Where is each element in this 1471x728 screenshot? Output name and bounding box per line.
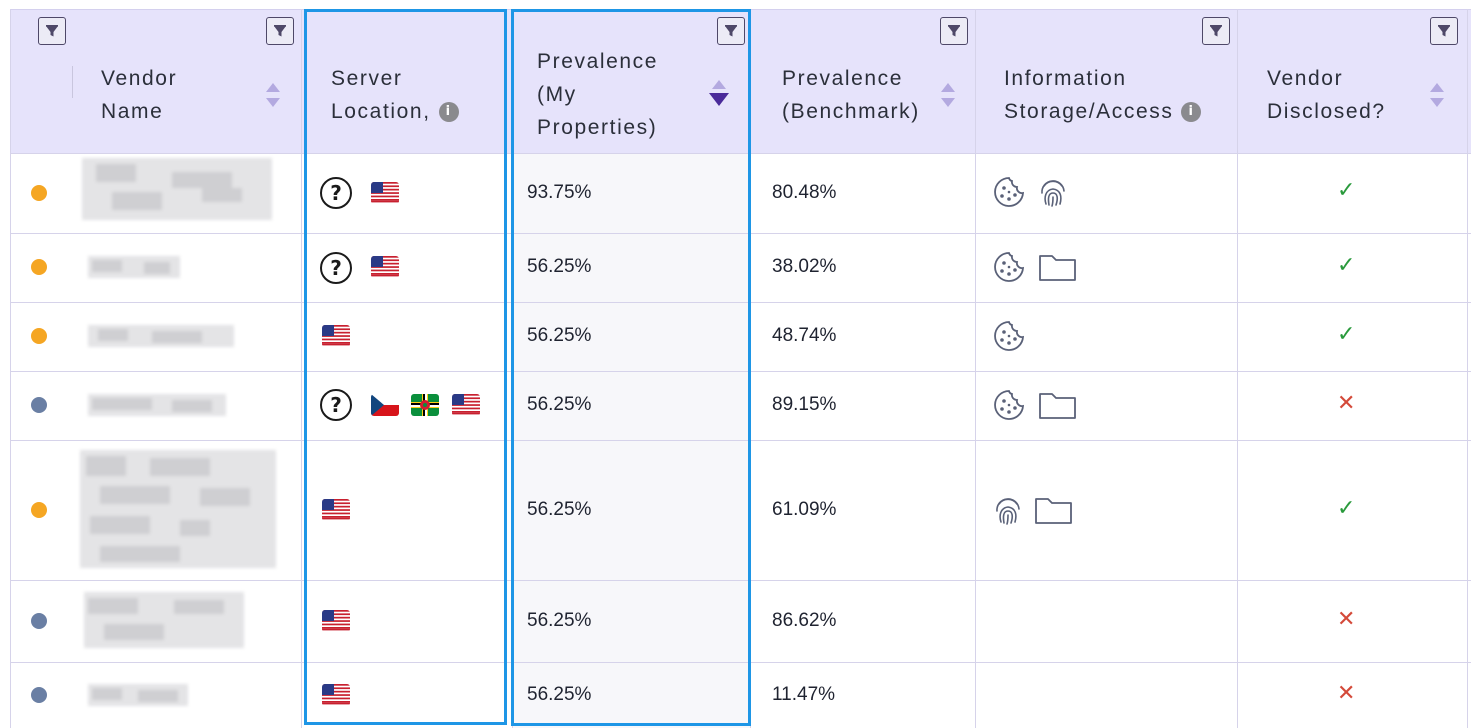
fingerprint-icon[interactable] [1037,176,1069,208]
us-flag-icon [322,684,350,706]
table-row[interactable] [10,371,1471,440]
sort-icon[interactable] [1429,82,1445,108]
prevalence-benchmark-value: 61.09% [772,499,837,520]
status-dot [31,687,47,703]
column-header-vendor-disclosed[interactable]: Vendor Disclosed? [1267,67,1386,123]
table-row[interactable] [10,302,1471,371]
cookie-icon[interactable] [993,251,1025,283]
column-header-prevalence-benchmark[interactable]: Prevalence (Benchmark) [782,67,920,123]
vendor-filter-button[interactable] [266,17,294,45]
information-storage-label: Information Storage/Access [1004,67,1174,123]
not-disclosed-cross-icon: ✕ [1337,391,1356,416]
filter-icon [1210,25,1222,37]
prevalence-my-value: 56.25% [527,610,592,631]
folder-icon[interactable] [1038,252,1078,282]
vendor-name-redacted [80,450,276,568]
us-flag-icon [322,325,350,347]
filter-icon [725,25,737,37]
disclosed-filter-button[interactable] [1430,17,1458,45]
sort-icon[interactable] [265,82,281,108]
prevalence-benchmark-value: 48.74% [772,325,837,346]
vendor-name-redacted [88,325,234,347]
prevalence-my-value: 56.25% [527,499,592,520]
storage-filter-button[interactable] [1202,17,1230,45]
prevalence-benchmark-value: 80.48% [772,182,837,203]
vendor-name-redacted [88,684,188,706]
sort-descending-icon[interactable] [708,79,730,107]
dm-flag-icon [411,394,439,416]
status-dot [31,613,47,629]
table-row[interactable] [10,580,1471,662]
column-header-server-location[interactable]: Server Location, i [331,62,459,128]
cz-flag-icon [371,394,399,416]
filter-icon [1438,25,1450,37]
us-flag-icon [371,182,399,204]
sort-icon[interactable] [940,82,956,108]
prevalence-my-value: 56.25% [527,325,592,346]
us-flag-icon [322,499,350,521]
disclosed-check-icon: ✓ [1337,253,1356,278]
table-row[interactable] [10,662,1471,728]
disclosed-check-icon: ✓ [1337,496,1356,521]
column-divider [975,9,976,728]
header-divider [72,66,73,98]
unknown-location-icon: ? [320,177,352,209]
cookie-icon[interactable] [993,320,1025,352]
table-row[interactable] [10,233,1471,302]
prevalence-benchmark-value: 89.15% [772,394,837,415]
prevalence-benchmark-value: 11.47% [772,684,836,705]
prevalence-my-value: 56.25% [527,394,592,415]
column-header-prevalence-my-properties[interactable]: Prevalence (My Properties) [537,50,659,139]
column-divider [10,9,11,728]
server-location-label: Server Location, [331,67,431,123]
table-row[interactable] [10,153,1471,233]
status-dot [31,397,47,413]
cookie-icon[interactable] [993,176,1025,208]
status-dot [31,502,47,518]
status-dot [31,259,47,275]
folder-icon[interactable] [1034,495,1074,525]
not-disclosed-cross-icon: ✕ [1337,681,1356,706]
not-disclosed-cross-icon: ✕ [1337,607,1356,632]
folder-icon[interactable] [1038,390,1078,420]
status-filter-button[interactable] [38,17,66,45]
prevalence-my-value: 56.25% [527,256,592,277]
prevalence-benchmark-filter-button[interactable] [940,17,968,45]
vendor-name-redacted [82,158,272,220]
prevalence-my-value: 56.25% [527,684,592,705]
filter-icon [274,25,286,37]
unknown-location-icon: ? [320,252,352,284]
prevalence-my-filter-button[interactable] [717,17,745,45]
status-dot [31,185,47,201]
vendor-name-redacted [88,394,226,416]
cookie-icon[interactable] [993,389,1025,421]
column-divider [1467,9,1468,728]
column-divider [301,9,302,728]
info-icon[interactable]: i [1181,102,1202,123]
vendor-name-redacted [88,256,180,278]
vendor-name-redacted [84,592,244,648]
disclosed-check-icon: ✓ [1337,322,1356,347]
us-flag-icon [452,394,480,416]
unknown-location-icon: ? [320,389,352,421]
column-divider [1237,9,1238,728]
fingerprint-icon[interactable] [992,494,1024,526]
us-flag-icon [371,256,399,278]
us-flag-icon [322,610,350,632]
disclosed-check-icon: ✓ [1337,178,1356,203]
prevalence-benchmark-value: 38.02% [772,256,837,277]
column-header-vendor-name[interactable]: Vendor Name [101,67,178,123]
info-icon[interactable]: i [438,102,459,123]
column-header-information-storage[interactable]: Information Storage/Access i [1004,62,1202,128]
prevalence-benchmark-value: 86.62% [772,610,837,631]
prevalence-my-value: 93.75% [527,182,592,203]
filter-icon [46,25,58,37]
status-dot [31,328,47,344]
table-row[interactable] [10,440,1471,580]
filter-icon [948,25,960,37]
